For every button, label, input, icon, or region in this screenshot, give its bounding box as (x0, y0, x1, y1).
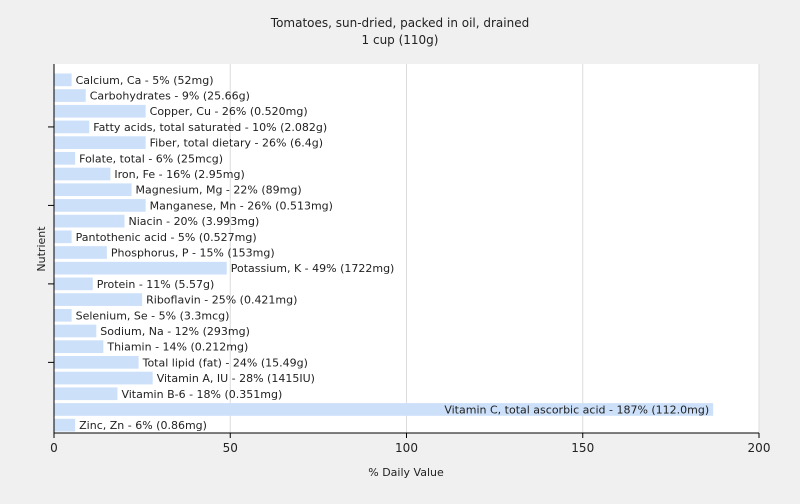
bar-9 (54, 214, 125, 228)
bar-label-7: Magnesium, Mg - 22% (89mg) (136, 184, 302, 197)
bar-11 (54, 246, 107, 259)
bar-label-9: Niacin - 20% (3.993mg) (129, 215, 260, 228)
chart-title: Tomatoes, sun-dried, packed in oil, drai… (270, 16, 529, 30)
bar-label-0: Calcium, Ca - 5% (52mg) (76, 74, 214, 87)
bar-3 (54, 120, 90, 134)
bar-label-3: Fatty acids, total saturated - 10% (2.08… (93, 121, 327, 134)
bar-19 (54, 371, 153, 385)
bar-label-8: Manganese, Mn - 26% (0.513mg) (150, 199, 333, 212)
bar-label-22: Zinc, Zn - 6% (0.86mg) (79, 419, 207, 432)
bar-label-17: Thiamin - 14% (0.212mg) (106, 341, 248, 354)
bar-1 (54, 89, 86, 102)
bar-label-10: Pantothenic acid - 5% (0.527mg) (76, 231, 257, 244)
x-tick-label-2: 100 (395, 441, 418, 455)
x-tick-label-1: 50 (223, 441, 238, 455)
bar-label-6: Iron, Fe - 16% (2.95mg) (114, 168, 244, 181)
bar-label-4: Fiber, total dietary - 26% (6.4g) (150, 137, 323, 150)
bar-17 (54, 340, 104, 354)
bar-10 (54, 230, 72, 244)
bar-14 (54, 293, 143, 306)
x-tick-label-0: 0 (50, 441, 58, 455)
bar-5 (54, 151, 76, 165)
bar-label-20: Vitamin B-6 - 18% (0.351mg) (121, 388, 282, 401)
bar-22 (54, 418, 76, 432)
bar-label-16: Sodium, Na - 12% (293mg) (100, 325, 250, 338)
bar-label-19: Vitamin A, IU - 28% (1415IU) (157, 372, 315, 385)
bar-label-13: Protein - 11% (5.57g) (97, 278, 215, 291)
bar-label-21: Vitamin C, total ascorbic acid - 187% (1… (444, 403, 709, 416)
plot-area: Calcium, Ca - 5% (52mg) Carbohydrates - 9… (48, 64, 770, 455)
bar-label-15: Selenium, Se - 5% (3.3mcg) (76, 309, 230, 322)
bar-18 (54, 356, 139, 369)
chart-subtitle: 1 cup (110g) (362, 33, 439, 47)
bar-16 (54, 324, 97, 338)
bar-6 (54, 167, 111, 181)
bar-20 (54, 387, 118, 401)
x-tick-label-4: 200 (748, 441, 771, 455)
bar-label-1: Carbohydrates - 9% (25.66g) (90, 90, 250, 103)
bar-label-12: Potassium, K - 49% (1722mg) (231, 262, 395, 275)
bar-label-14: Riboflavin - 25% (0.421mg) (146, 294, 297, 307)
x-tick-label-3: 150 (571, 441, 594, 455)
y-axis-label: Nutrient (35, 226, 48, 272)
bar-label-2: Copper, Cu - 26% (0.520mg) (150, 105, 308, 118)
bar-label-18: Total lipid (fat) - 24% (15.49g) (142, 356, 308, 369)
bar-21 (54, 403, 714, 416)
bar-12 (54, 261, 227, 275)
bar-7 (54, 183, 132, 197)
x-axis-label: % Daily Value (368, 466, 444, 479)
bar-15 (54, 308, 72, 322)
bar-8 (54, 199, 146, 212)
bar-label-11: Phosphorus, P - 15% (153mg) (111, 247, 275, 260)
bar-0 (54, 73, 72, 87)
bar-2 (54, 104, 146, 118)
bar-label-5: Folate, total - 6% (25mcg) (79, 152, 223, 165)
bar-13 (54, 277, 93, 291)
bar-4 (54, 136, 146, 149)
